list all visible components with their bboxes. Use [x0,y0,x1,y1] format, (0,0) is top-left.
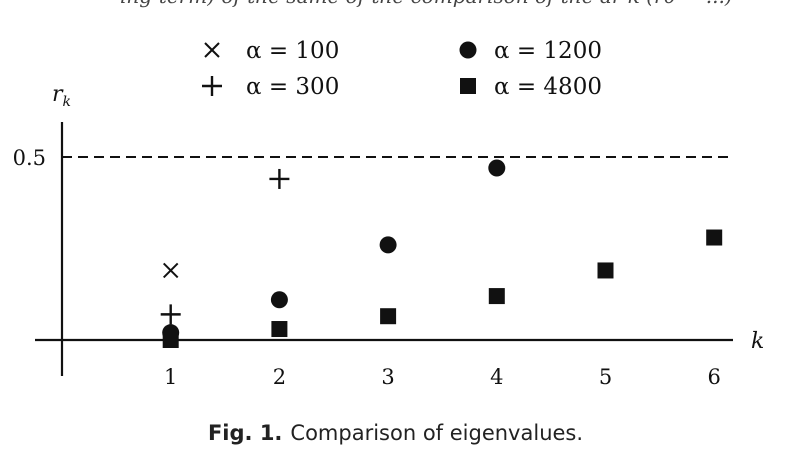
x-tick-label-1: 1 [164,365,177,389]
legend-label-0: α = 100 [246,38,339,64]
legend-marker-square [460,78,476,94]
header-snippet: ing-term) of the same of the comparison … [120,0,733,8]
legend-label-1: α = 300 [246,74,339,100]
point-square-k4 [488,288,505,305]
legend-marker-x [204,42,220,58]
axes: ing-term) of the same of the comparison … [13,0,765,389]
data-points [160,159,723,348]
point-square-k3 [380,308,397,325]
x-tick-label-2: 2 [273,365,286,389]
x-tick-label-3: 3 [381,365,394,389]
point-x-k1 [162,262,179,279]
point-square-k2 [271,321,288,338]
legend-marker-circle [459,41,477,59]
x-tick-label-5: 5 [599,365,612,389]
eigenvalue-scatter-chart: ing-term) of the same of the comparison … [13,0,765,389]
point-circle-k4 [488,159,506,177]
x-axis-label: k [751,329,764,354]
x-tick-label-6: 6 [708,365,721,389]
x-tick-label-4: 4 [490,365,503,389]
point-plus-k1 [160,304,181,325]
figure-caption: Fig. 1. Comparison of eigenvalues. [0,421,791,445]
legend-label-2: α = 1200 [494,38,602,64]
point-square-k6 [706,229,723,246]
point-plus-k2 [269,168,290,189]
point-square-k5 [597,262,614,279]
y-tick-label-0.5: 0.5 [13,146,46,170]
point-circle-k2 [270,291,288,309]
point-square-k1 [162,332,179,348]
legend-marker-plus [202,76,222,96]
caption-label: Fig. 1. [207,421,283,445]
caption-text: Comparison of eigenvalues. [290,421,584,445]
y-axis-label: rk [52,82,71,110]
legend-label-3: α = 4800 [494,74,602,100]
point-circle-k3 [379,236,397,254]
legend: α = 100 α = 300 α = 1200 α = 4800 [202,38,602,100]
